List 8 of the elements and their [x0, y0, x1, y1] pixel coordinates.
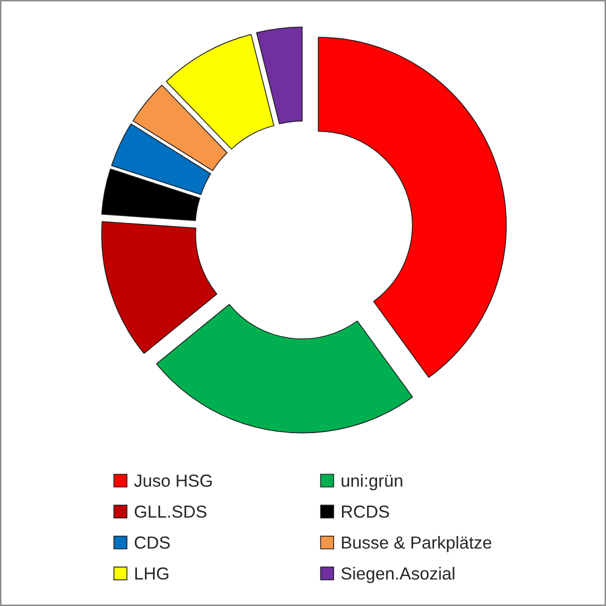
- legend-label: RCDS: [342, 505, 389, 518]
- legend-label: CDS: [134, 536, 170, 549]
- legend-label: Siegen.Asozial: [341, 566, 454, 584]
- legend-label: Juso HSG: [134, 474, 212, 487]
- legend-label: Busse & Parkplätze: [342, 536, 492, 552]
- legend-label: uni:grün: [342, 474, 402, 490]
- legend-label: GLL.SDS: [134, 505, 206, 518]
- legend-label: LHG: [135, 567, 168, 580]
